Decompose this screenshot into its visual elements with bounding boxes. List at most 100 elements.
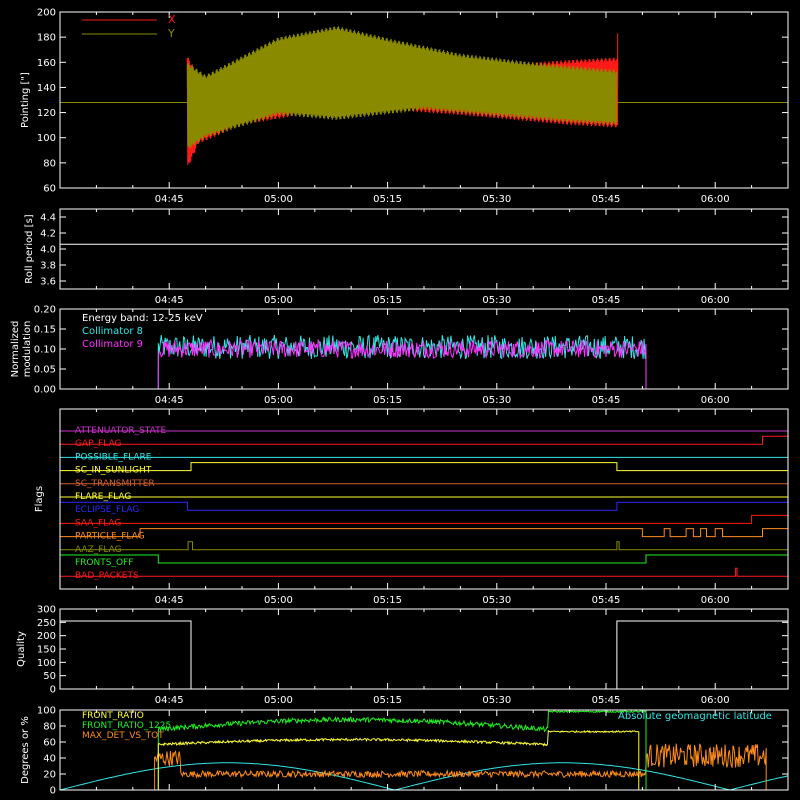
pointing-panel: 60 80 100 120 140 160 180 200 04:45 05:00 05:15 05:… (20, 8, 789, 205)
x-tick-label: 05:00 (264, 695, 293, 706)
x-tick-label: 04:45 (155, 395, 184, 406)
x-tick-label: 06:00 (701, 395, 730, 406)
quality-panel: 0 50 100 150 200 250 300 04:45 05:00 05:15 05:30 05… (16, 605, 789, 706)
flag-line (60, 554, 788, 564)
pointing-y-series (186, 26, 619, 148)
front-ratio-series (60, 729, 788, 791)
y-tick-label: 4.4 (40, 213, 56, 224)
roll-period-panel: 3.6 3.8 4.0 4.2 4.4 04:45 05:00 05:15 05:30 05:45… (24, 208, 789, 306)
collimator-9-series (60, 338, 788, 390)
flag-line (60, 462, 788, 472)
quality-ylabel: Quality (16, 631, 27, 667)
x-tick-label: 05:30 (482, 695, 511, 706)
x-tick-label: 06:00 (701, 295, 730, 306)
x-tick-label: 05:15 (373, 194, 402, 205)
x-tick-label: 05:45 (592, 395, 621, 406)
y-tick-label: 80 (43, 158, 56, 169)
front-ratio-label: FRONT_RATIO (82, 711, 144, 721)
y-tick-label: 300 (37, 605, 56, 616)
collimator-8-label: Collimator 8 (82, 326, 143, 337)
y-tick-label: 4.0 (40, 245, 56, 256)
legend-y-label: Y (167, 27, 175, 40)
front-ratio-1225-series (60, 709, 788, 791)
flag-line (60, 567, 788, 577)
x-tick-label: 05:00 (264, 395, 293, 406)
x-tick-label: 05:15 (373, 595, 402, 606)
flag-line (60, 435, 788, 445)
y-tick-label: 0.10 (34, 345, 56, 356)
x-tick-label: 05:30 (482, 194, 511, 205)
max-det-vs-tot-series (60, 743, 788, 791)
y-tick-label: 0 (50, 685, 56, 696)
y-tick-label: 0.15 (34, 325, 56, 336)
geomagnetic-latitude-series (59, 762, 789, 791)
flag-label: ECLIPSE_FLAG (75, 505, 139, 515)
flag-line (60, 501, 788, 511)
y-tick-label: 50 (43, 671, 56, 682)
front-ratio-1225-label: FRONT_RATIO_1225 (82, 721, 171, 731)
modulation-ylabel: Normalizedmodulation (10, 321, 33, 378)
y-tick-label: 100 (37, 658, 56, 669)
x-tick-label: 05:45 (592, 695, 621, 706)
max-det-vs-tot-label: MAX_DET_VS_TOT (82, 731, 164, 741)
collimator-9-label: Collimator 9 (82, 339, 143, 350)
ratios-panel: 0 20 40 60 80 100 Degrees or % FRONT_RATIO FR… (20, 706, 789, 797)
y-tick-label: 0.05 (34, 365, 56, 376)
x-tick-label: 04:45 (155, 194, 184, 205)
flag-line (60, 541, 788, 551)
y-tick-label: 0.20 (34, 305, 56, 316)
flags-panel: ATTENUATOR_STATEGAP_FLAGPOSSIBLE_FLARESC… (34, 408, 789, 606)
y-tick-label: 180 (37, 33, 56, 44)
x-tick-label: 05:45 (592, 194, 621, 205)
y-tick-label: 80 (43, 722, 56, 733)
x-tick-label: 05:45 (592, 595, 621, 606)
x-tick-label: 06:00 (701, 595, 730, 606)
ratios-ylabel: Degrees or % (20, 716, 31, 784)
flag-label: FRONTS_OFF (75, 558, 133, 568)
y-tick-label: 120 (37, 108, 56, 119)
pointing-legend: X Y (82, 13, 176, 40)
flags-ylabel: Flags (34, 486, 45, 512)
y-tick-label: 250 (37, 618, 56, 629)
geomagnetic-latitude-label: Absolute geomagnetic latitude (618, 711, 772, 722)
x-tick-label: 06:00 (701, 695, 730, 706)
y-tick-label: 160 (37, 58, 56, 69)
y-tick-label: 4.2 (40, 229, 56, 240)
pointing-ylabel: Pointing ["] (20, 72, 31, 128)
y-tick-label: 3.6 (40, 277, 56, 288)
y-tick-label: 0 (50, 786, 56, 797)
y-tick-label: 60 (43, 738, 56, 749)
x-tick-label: 05:15 (373, 395, 402, 406)
x-tick-label: 04:45 (155, 695, 184, 706)
legend-x-label: X (168, 13, 176, 26)
y-tick-label: 150 (37, 645, 56, 656)
flag-line (60, 514, 788, 524)
modulation-panel: 0.00 0.05 0.10 0.15 0.20 04:45 05:00 05:15 05:30… (10, 305, 789, 406)
roll-ylabel: Roll period [s] (24, 214, 35, 283)
x-tick-label: 06:00 (701, 194, 730, 205)
y-tick-label: 20 (43, 770, 56, 781)
y-tick-label: 40 (43, 754, 56, 765)
x-tick-label: 05:30 (482, 595, 511, 606)
y-tick-label: 200 (37, 631, 56, 642)
y-tick-label: 140 (37, 83, 56, 94)
x-tick-label: 04:45 (155, 595, 184, 606)
x-tick-label: 05:00 (264, 194, 293, 205)
x-tick-label: 04:45 (155, 295, 184, 306)
y-tick-label: 200 (37, 8, 56, 19)
x-tick-label: 05:45 (592, 295, 621, 306)
energy-band-annotation: Energy band: 12-25 keV (82, 313, 203, 324)
x-tick-label: 05:00 (264, 295, 293, 306)
x-tick-label: 05:15 (373, 295, 402, 306)
y-tick-label: 100 (37, 706, 56, 717)
y-tick-label: 100 (37, 133, 56, 144)
x-tick-label: 05:30 (482, 295, 511, 306)
x-tick-label: 05:15 (373, 695, 402, 706)
y-tick-label: 60 (43, 184, 56, 195)
flag-line (60, 528, 788, 538)
x-tick-label: 05:00 (264, 595, 293, 606)
x-tick-label: 05:30 (482, 395, 511, 406)
y-tick-label: 0.00 (34, 385, 56, 396)
y-tick-label: 3.8 (40, 261, 56, 272)
